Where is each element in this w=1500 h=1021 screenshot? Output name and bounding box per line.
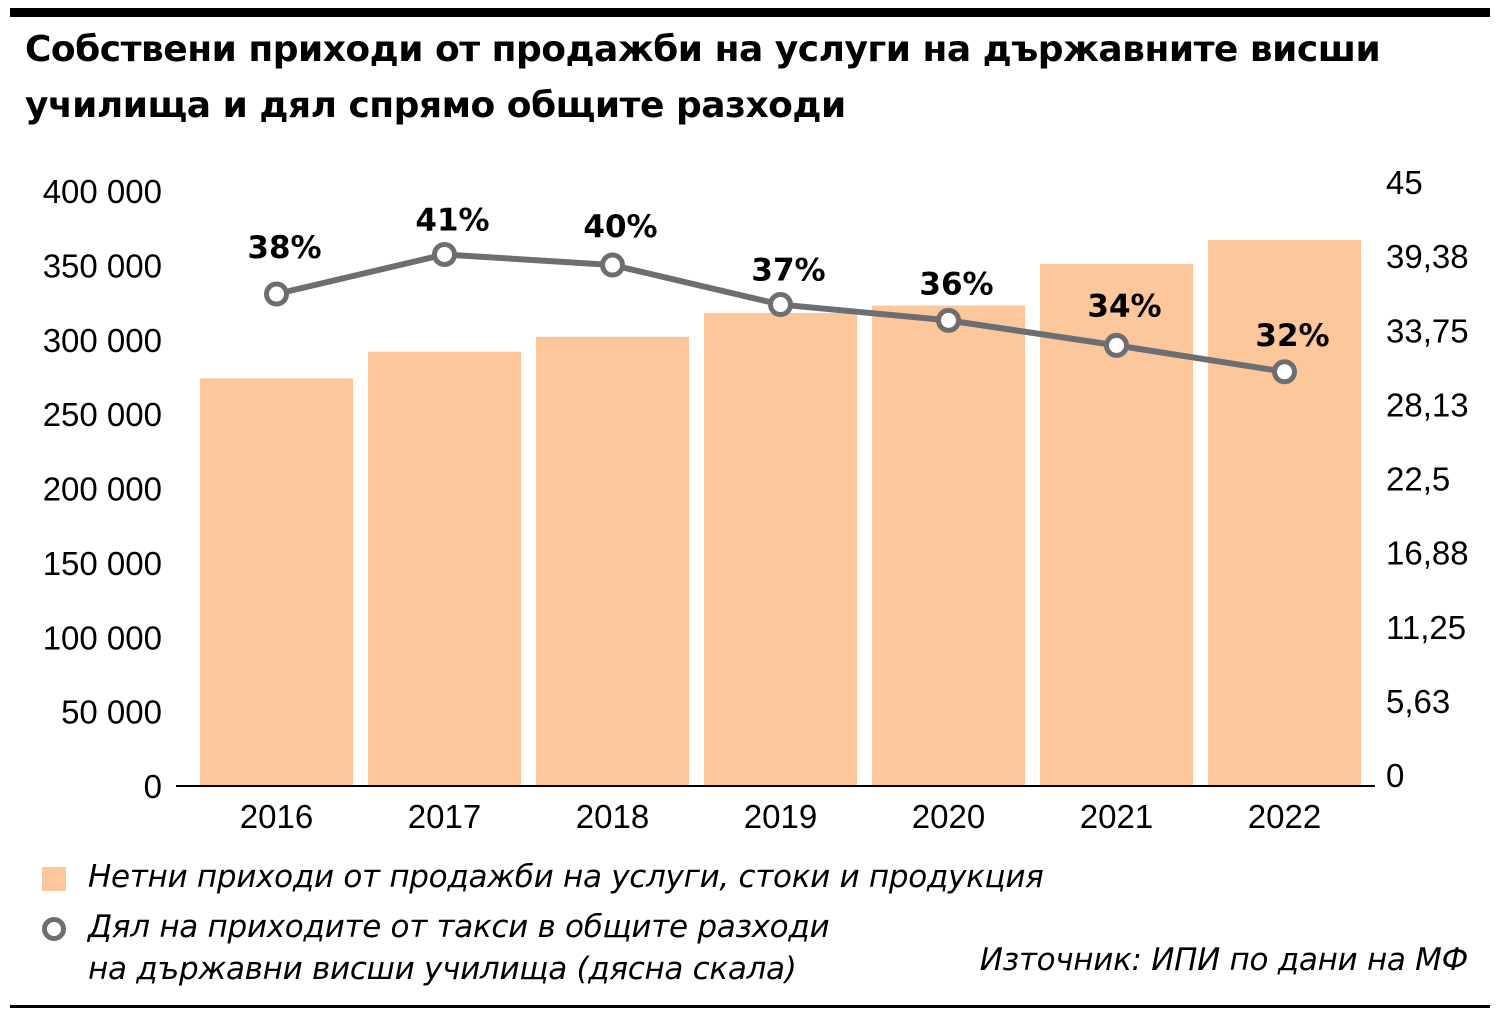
bar-2020 bbox=[872, 305, 1025, 786]
line-marker-2022 bbox=[1272, 359, 1297, 385]
legend-line-marker-icon bbox=[42, 917, 66, 941]
right-axis-tick-label: 5,63 bbox=[1386, 683, 1450, 720]
right-axis-tick-label: 28,13 bbox=[1386, 386, 1469, 423]
right-axis-tick-label: 22,5 bbox=[1386, 461, 1450, 498]
left-axis-tick-label: 350 000 bbox=[43, 247, 162, 284]
line-marker-2018 bbox=[600, 252, 625, 278]
left-axis-tick-label: 150 000 bbox=[43, 545, 162, 582]
left-axis-tick-label: 200 000 bbox=[43, 471, 162, 508]
bar-series bbox=[200, 240, 1361, 786]
top-rule bbox=[10, 8, 1490, 17]
left-axis-tick-label: 250 000 bbox=[43, 396, 162, 433]
data-label-2018: 40% bbox=[583, 209, 657, 245]
bottom-rule bbox=[10, 1005, 1490, 1008]
line-marker-2017 bbox=[432, 241, 457, 267]
data-label-2017: 41% bbox=[415, 202, 489, 238]
data-labels: 38% 41% 40% 37% 36% 34% 32% bbox=[247, 202, 1329, 353]
line-marker-2021 bbox=[1104, 332, 1129, 358]
x-axis-tick-label: 2022 bbox=[1248, 798, 1321, 835]
line-markers bbox=[264, 241, 1297, 385]
x-axis-tick-label: 2019 bbox=[744, 798, 817, 835]
right-axis-tick-label: 33,75 bbox=[1386, 312, 1469, 349]
left-axis-tick-label: 300 000 bbox=[43, 322, 162, 359]
right-axis-tick-label: 11,25 bbox=[1386, 609, 1466, 646]
bar-2022 bbox=[1208, 240, 1361, 786]
legend-bar-label: Нетни приходи от продажби на услуги, сто… bbox=[88, 859, 1044, 895]
x-axis-ticks: 2016 2017 2018 2019 2020 2021 2022 bbox=[240, 798, 1321, 835]
data-label-2020: 36% bbox=[919, 266, 993, 302]
line-marker-2020 bbox=[936, 307, 961, 333]
bar-2019 bbox=[704, 312, 857, 786]
x-axis-tick-label: 2016 bbox=[240, 798, 313, 835]
left-axis-tick-label: 100 000 bbox=[43, 619, 162, 656]
bar-2016 bbox=[200, 378, 353, 786]
x-axis-tick-label: 2018 bbox=[576, 798, 649, 835]
left-axis-tick-label: 50 000 bbox=[61, 694, 162, 731]
bar-2018 bbox=[536, 336, 689, 786]
right-axis-tick-label: 45 bbox=[1386, 164, 1423, 201]
right-axis-ticks: 0 5,63 11,25 16,88 22,5 28,13 33,75 39,38 45 bbox=[1386, 164, 1469, 794]
line-marker-2019 bbox=[768, 292, 793, 318]
left-axis-ticks: 0 50 000 100 000 150 000 200 000 250 000 300 0… bbox=[43, 173, 162, 805]
legend-line-label-2: на държавни висши училища (дясна скала) bbox=[88, 951, 797, 987]
right-axis-tick-label: 16,88 bbox=[1386, 535, 1469, 572]
x-axis-tick-label: 2021 bbox=[1080, 798, 1153, 835]
right-axis-tick-label: 39,38 bbox=[1386, 238, 1469, 275]
data-label-2019: 37% bbox=[751, 253, 825, 289]
left-axis-tick-label: 0 bbox=[144, 768, 162, 805]
left-axis-tick-label: 400 000 bbox=[43, 173, 162, 210]
legend-line-label-1: Дял на приходите от такси в общите разхо… bbox=[88, 909, 830, 945]
data-label-2016: 38% bbox=[247, 230, 321, 266]
x-axis-tick-label: 2020 bbox=[912, 798, 985, 835]
chart-title: Собствени приходи от продажби на услуги … bbox=[25, 29, 1381, 126]
source-note: Източник: ИПИ по дани на МФ bbox=[979, 942, 1469, 978]
right-axis-tick-label: 0 bbox=[1386, 757, 1404, 794]
line-marker-2016 bbox=[264, 281, 289, 307]
bar-2017 bbox=[368, 351, 521, 786]
data-label-2021: 34% bbox=[1087, 288, 1161, 324]
legend-bar-swatch bbox=[42, 867, 66, 891]
data-label-2022: 32% bbox=[1255, 318, 1329, 354]
x-axis-tick-label: 2017 bbox=[408, 798, 481, 835]
